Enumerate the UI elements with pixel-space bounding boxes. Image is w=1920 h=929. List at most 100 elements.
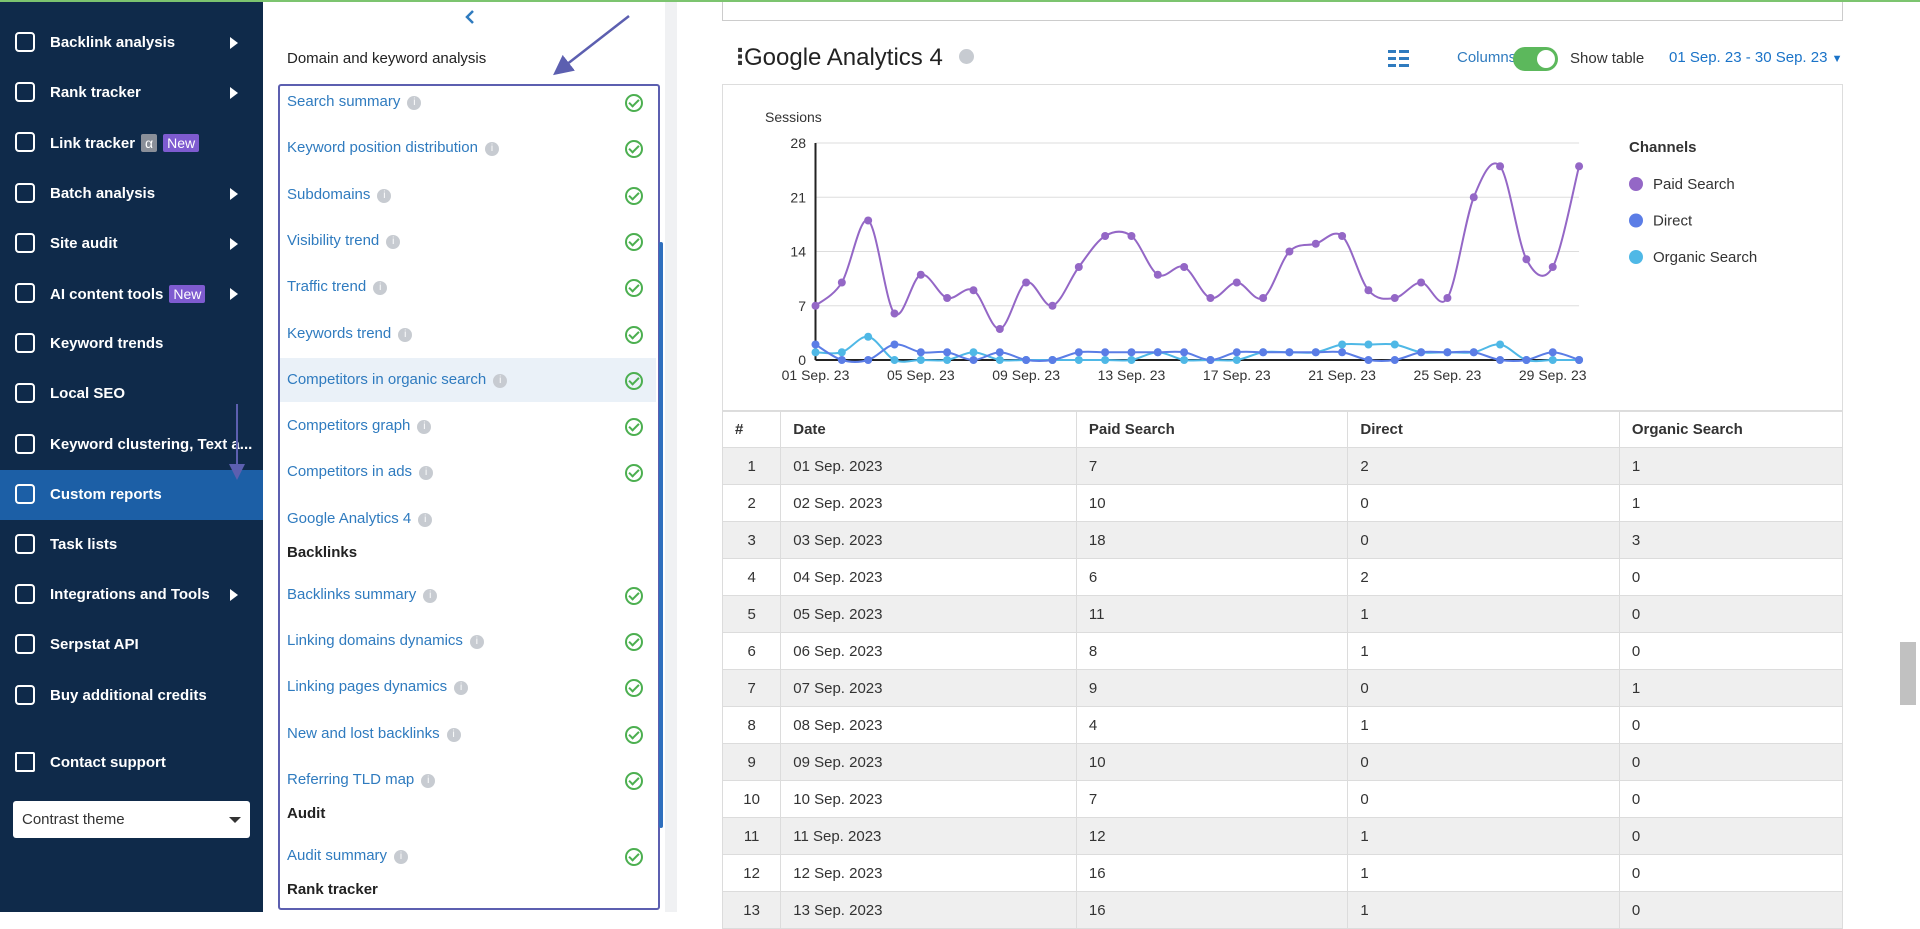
report-item[interactable]: Competitors in ads i bbox=[280, 450, 656, 494]
sidebar-item[interactable]: AI content tools New bbox=[0, 269, 263, 319]
sidebar-item[interactable]: Keyword trends bbox=[0, 319, 263, 369]
sidebar-label-text: Buy additional credits bbox=[50, 686, 207, 704]
report-item[interactable]: Google Analytics 4 i bbox=[280, 497, 656, 541]
report-item[interactable]: Keywords trend i bbox=[280, 312, 656, 356]
report-item-label: Keywords trend i bbox=[287, 325, 413, 342]
check-icon bbox=[625, 586, 643, 605]
sidebar-label-text: Batch analysis bbox=[50, 184, 156, 202]
report-item[interactable]: Competitors graph i bbox=[280, 404, 656, 448]
sidebar-label-text: Integrations and Tools bbox=[50, 586, 210, 604]
sidebar-item[interactable]: Backlink analysis bbox=[0, 18, 263, 68]
page-scrollbar[interactable] bbox=[1900, 642, 1916, 705]
sidebar-icon bbox=[15, 383, 35, 404]
panel-scrollbar[interactable] bbox=[659, 242, 663, 828]
info-icon[interactable]: i bbox=[373, 281, 388, 296]
sidebar-item[interactable]: Custom reports bbox=[0, 469, 263, 520]
legend-title: Channels bbox=[1629, 139, 1697, 156]
sidebar-label-text: Local SEO bbox=[50, 385, 126, 403]
info-icon[interactable]: i bbox=[407, 96, 422, 110]
badge: New bbox=[169, 285, 206, 303]
sidebar-item[interactable]: Batch analysis bbox=[0, 169, 263, 219]
info-icon[interactable]: i bbox=[419, 466, 434, 481]
report-item[interactable]: Traffic trend i bbox=[280, 265, 656, 309]
report-item[interactable]: Audit summary i bbox=[280, 834, 656, 878]
info-icon[interactable]: i bbox=[493, 373, 508, 388]
data-point bbox=[1232, 278, 1241, 287]
sidebar-item[interactable]: Buy additional credits bbox=[0, 671, 263, 721]
table-cell: 2 bbox=[721, 484, 782, 522]
report-item[interactable]: Referring TLD map i bbox=[280, 758, 656, 802]
data-point bbox=[1311, 348, 1320, 357]
legend-marker bbox=[1629, 177, 1643, 191]
table-cell: 11 bbox=[721, 817, 782, 855]
theme-select[interactable]: Contrast theme bbox=[13, 801, 250, 838]
table-cell: 02 Sep. 2023 bbox=[780, 484, 1077, 522]
sidebar-item[interactable]: Local SEO bbox=[0, 369, 263, 419]
sidebar-item[interactable]: Keyword clustering, Text a... bbox=[0, 420, 263, 470]
data-point bbox=[811, 301, 820, 310]
data-point bbox=[837, 278, 846, 287]
info-icon[interactable]: i bbox=[446, 727, 461, 742]
table-cell: 9 bbox=[1075, 669, 1349, 707]
info-icon[interactable]: i bbox=[421, 773, 436, 788]
report-item[interactable]: New and lost backlinks i bbox=[280, 712, 656, 756]
info-icon[interactable]: i bbox=[469, 635, 484, 649]
table-cell: 6 bbox=[721, 632, 782, 670]
info-icon[interactable]: i bbox=[423, 588, 438, 603]
table-cell: 3 bbox=[1618, 521, 1844, 559]
info-icon[interactable]: i bbox=[386, 234, 401, 249]
data-point bbox=[837, 348, 846, 357]
info-icon[interactable]: i bbox=[418, 512, 433, 527]
sidebar-item[interactable]: Rank tracker bbox=[0, 68, 263, 118]
table-cell: 0 bbox=[1618, 780, 1844, 818]
report-item[interactable]: Subdomains i bbox=[280, 173, 656, 217]
report-item-label: Competitors graph i bbox=[287, 417, 432, 435]
back-chevron[interactable] bbox=[463, 8, 477, 26]
sidebar-label: AI content tools New bbox=[50, 285, 206, 303]
info-icon[interactable]: i bbox=[484, 142, 499, 157]
show-table-toggle[interactable] bbox=[1513, 47, 1558, 71]
sidebar-item[interactable]: Site audit bbox=[0, 219, 263, 269]
info-icon[interactable] bbox=[959, 49, 974, 64]
report-item[interactable]: Competitors in organic search i bbox=[280, 357, 656, 402]
drag-handle[interactable]: ⋮ bbox=[729, 44, 751, 69]
column-header: Paid Search bbox=[1075, 410, 1349, 448]
check-icon bbox=[625, 847, 643, 866]
sidebar-item[interactable]: Contact support bbox=[0, 738, 263, 788]
info-icon[interactable]: i bbox=[454, 681, 469, 696]
data-point bbox=[969, 348, 978, 357]
report-item[interactable]: Search summary i bbox=[280, 80, 656, 124]
info-icon[interactable]: i bbox=[398, 327, 413, 342]
data-point bbox=[1364, 286, 1373, 295]
data-point bbox=[1522, 356, 1531, 364]
data-point bbox=[1390, 294, 1399, 302]
report-item[interactable]: Backlinks summary i bbox=[280, 573, 656, 617]
columns-button[interactable]: Columns bbox=[1457, 49, 1517, 66]
sidebar-item[interactable]: Serpstat API bbox=[0, 620, 263, 670]
data-point bbox=[1364, 356, 1373, 364]
info-icon[interactable]: i bbox=[377, 188, 392, 203]
y-tick-label: 28 bbox=[790, 135, 806, 151]
info-icon[interactable]: i bbox=[417, 420, 432, 435]
columns-icon[interactable] bbox=[1388, 48, 1410, 68]
report-item[interactable]: Visibility trend i bbox=[280, 219, 656, 263]
data-point bbox=[1443, 294, 1452, 302]
report-item-label: Linking domains dynamics i bbox=[287, 632, 484, 649]
report-item[interactable]: Keyword position distribution i bbox=[280, 126, 656, 170]
table-cell: 12 bbox=[1075, 817, 1349, 855]
data-point bbox=[890, 340, 899, 349]
date-range[interactable]: 01 Sep. 23 - 30 Sep. 23 ▼ bbox=[1669, 49, 1843, 66]
table-cell: 4 bbox=[1075, 706, 1349, 744]
table-cell: 4 bbox=[721, 558, 782, 596]
data-point bbox=[1285, 247, 1294, 256]
info-icon[interactable]: i bbox=[394, 849, 409, 864]
sidebar-item[interactable]: Link tracker α New bbox=[0, 118, 263, 168]
table-row: 12 12 Sep. 2023 16 1 0 bbox=[721, 854, 1844, 892]
sidebar-item[interactable]: Task lists bbox=[0, 520, 263, 570]
report-item[interactable]: Linking domains dynamics i bbox=[280, 619, 656, 663]
previous-widget bbox=[722, 0, 1843, 21]
report-item[interactable]: Linking pages dynamics i bbox=[280, 665, 656, 709]
data-point bbox=[864, 356, 873, 364]
section-title: Audit bbox=[287, 804, 326, 822]
sidebar-item[interactable]: Integrations and Tools bbox=[0, 570, 263, 620]
